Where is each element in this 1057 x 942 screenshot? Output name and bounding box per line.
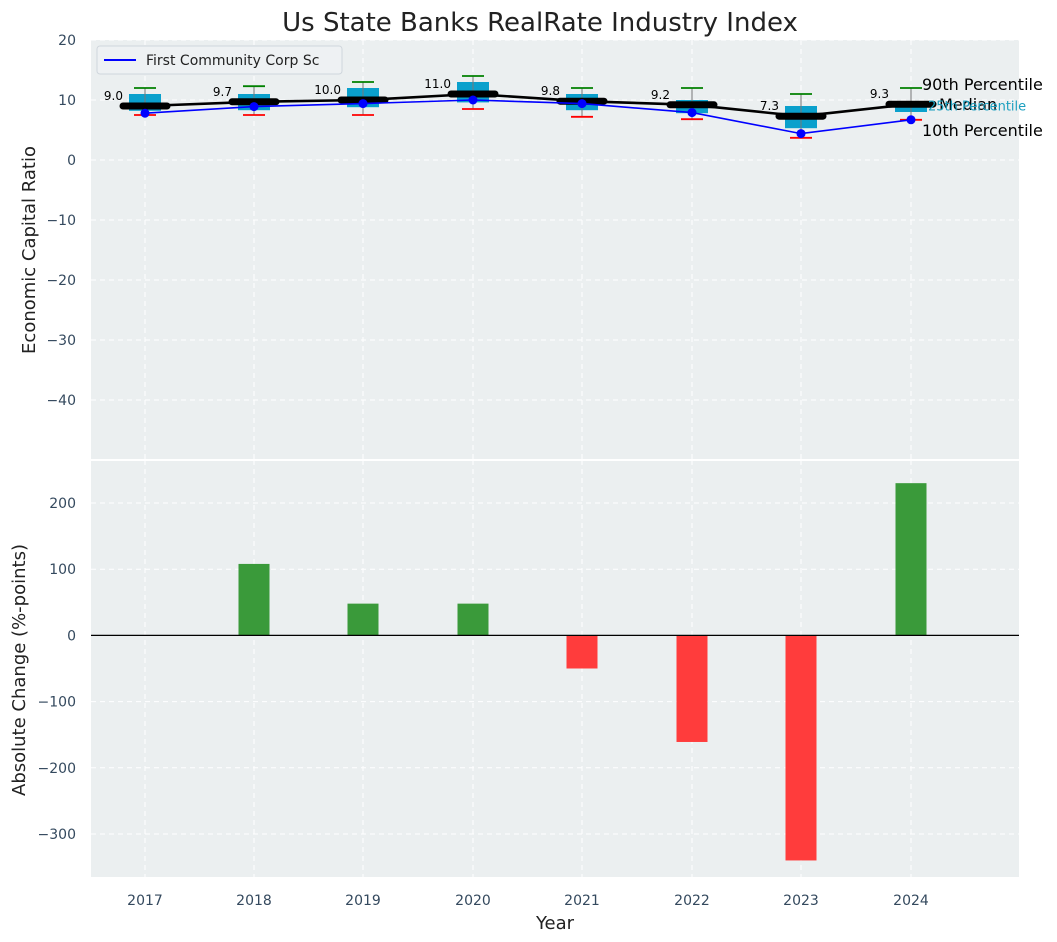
- company-point: [140, 108, 150, 118]
- x-tick-label: 2022: [674, 893, 710, 909]
- chart-title: Us State Banks RealRate Industry Index: [282, 8, 798, 38]
- median-value-label: 9.7: [213, 85, 232, 99]
- legend-box: [96, 45, 343, 75]
- change-bar: [676, 635, 708, 742]
- top-panel: 20 10 0 −10 −20 −30 −40 9.0 9.7 10.0 11.0 9.8 9.2 7.3…: [46, 33, 1043, 460]
- bottom-y-tick-label: 200: [49, 496, 76, 512]
- bottom-panel: 200 100 0 −100 −200 −300 2017 2018 2019 2020 2021 2…: [38, 459, 1019, 909]
- company-point: [249, 102, 259, 112]
- bottom-y-tick-label: 0: [67, 628, 76, 644]
- x-axis-title: Year: [535, 913, 575, 934]
- company-point: [796, 129, 806, 139]
- median-value-label: 9.2: [651, 88, 670, 102]
- median-value-label: 7.3: [760, 99, 779, 113]
- x-tick-label: 2019: [345, 893, 381, 909]
- x-tick-label: 2024: [893, 893, 929, 909]
- median-value-label: 9.3: [870, 87, 889, 101]
- company-point: [358, 99, 368, 109]
- bottom-plot-background: [91, 460, 1019, 877]
- change-bar: [347, 603, 379, 636]
- company-line: [144, 99, 912, 135]
- annotation-median: Median: [939, 95, 997, 114]
- company-point: [687, 108, 697, 118]
- median-value-label: 11.0: [424, 77, 451, 91]
- change-bar: [895, 483, 927, 636]
- x-tick-label: 2018: [236, 893, 272, 909]
- median-value-label: 9.0: [104, 89, 123, 103]
- top-y-tick-label: 10: [58, 93, 76, 109]
- annotation-p25: 25th Percentile: [928, 99, 1026, 114]
- change-bar: [457, 603, 489, 636]
- top-y-tick-label: −10: [46, 213, 76, 229]
- bottom-y-tick-label: −200: [38, 761, 76, 777]
- annotation-p10: 10th Percentile: [922, 121, 1043, 140]
- company-point: [577, 99, 587, 109]
- company-point: [906, 115, 916, 125]
- top-y-tick-label: 20: [58, 33, 76, 49]
- change-bar: [566, 635, 598, 669]
- median-value-label: 9.8: [541, 84, 560, 98]
- x-tick-label: 2017: [127, 893, 163, 909]
- top-y-axis-title: Economic Capital Ratio: [19, 146, 40, 354]
- top-y-tick-label: −40: [46, 393, 76, 409]
- x-tick-label: 2023: [783, 893, 819, 909]
- median-line: [144, 92, 912, 118]
- bottom-y-tick-label: 100: [49, 562, 76, 578]
- annotation-p90: 90th Percentile: [922, 75, 1043, 94]
- x-tick-label: 2020: [455, 893, 491, 909]
- change-bar: [238, 563, 270, 636]
- legend-label: First Community Corp Sc: [146, 53, 319, 69]
- top-y-tick-label: −20: [46, 273, 76, 289]
- median-value-label: 10.0: [314, 83, 341, 97]
- bottom-y-tick-label: −100: [38, 695, 76, 711]
- bottom-y-tick-label: −300: [38, 827, 76, 843]
- company-point: [468, 95, 478, 105]
- bottom-y-axis-title: Absolute Change (%-points): [9, 544, 30, 796]
- top-y-tick-label: −30: [46, 333, 76, 349]
- top-y-tick-label: 0: [67, 153, 76, 169]
- change-bar: [785, 635, 817, 861]
- x-tick-label: 2021: [564, 893, 600, 909]
